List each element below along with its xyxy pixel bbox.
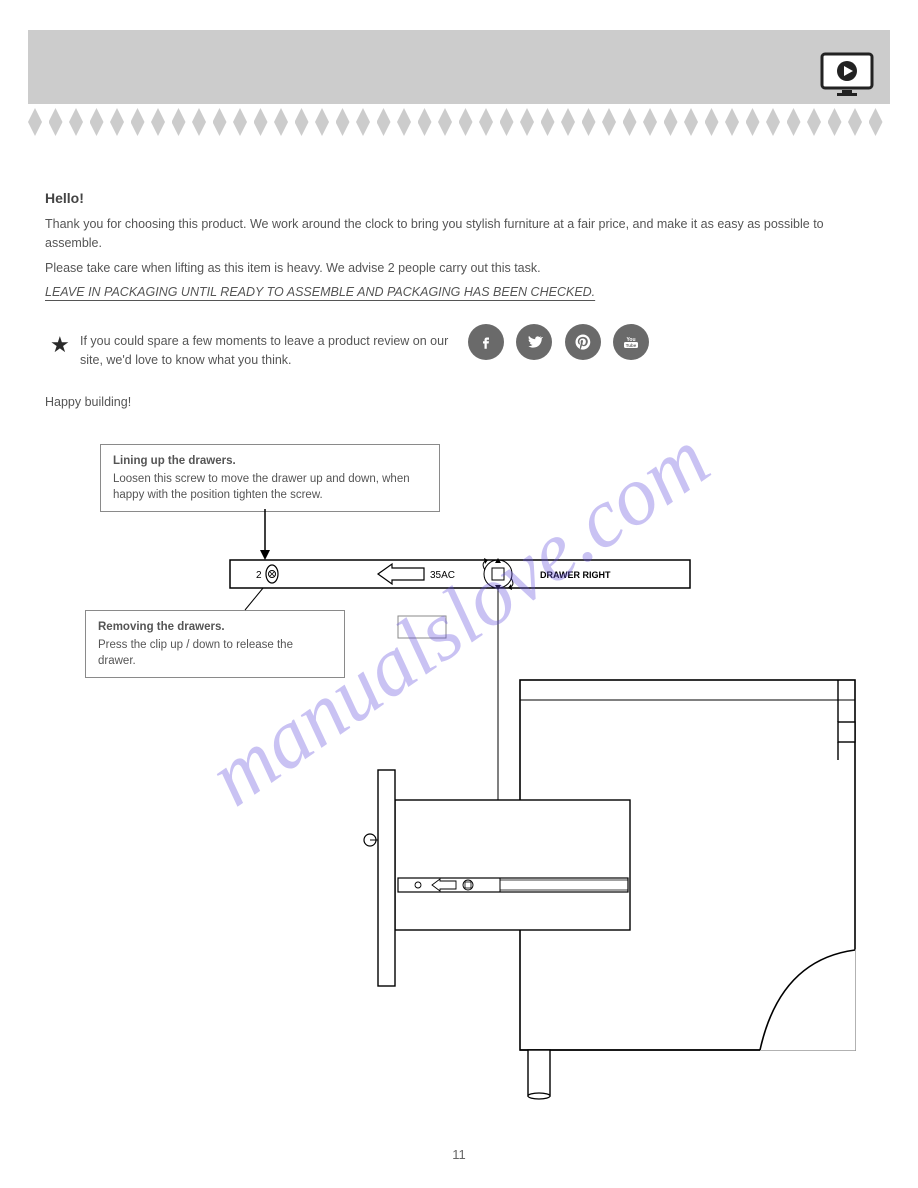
callout1-body: Loosen this screw to move the drawer up … [113,471,427,503]
youtube-icon: YouTube [613,324,649,360]
hello-heading: Hello! [45,188,865,209]
rail-label-35ac: 35AC [430,570,455,581]
star-icon: ★ [50,332,70,358]
rail-label-2: 2 [256,570,262,581]
twitter-icon [516,324,552,360]
review-request-text: If you could spare a few moments to leav… [80,332,450,370]
callout-removing-drawers: Removing the drawers. Press the clip up … [85,610,345,678]
callout1-title: Lining up the drawers. [113,453,427,469]
header-banner [28,30,890,104]
drawer-rail-detail: 2 35AC DRAWER RIGHT [230,558,690,590]
assembly-diagram: 2 35AC DRAWER RIGHT [0,0,918,1188]
rail-label-drawer-right: DRAWER RIGHT [540,570,611,580]
intro-line1: Thank you for choosing this product. We … [45,215,865,253]
page-number: 11 [0,1147,918,1162]
pinterest-icon [565,324,601,360]
intro-line2: Please take care when lifting as this it… [45,259,865,278]
cabinet-diagram [364,680,855,1099]
callout-lining-up-drawers: Lining up the drawers. Loosen this screw… [100,444,440,512]
callout2-body: Press the clip up / down to release the … [98,637,332,669]
leave-in-packaging-note: LEAVE IN PACKAGING UNTIL READY TO ASSEMB… [45,283,865,302]
social-icons-row: YouTube [468,324,657,360]
video-tv-icon [820,52,874,103]
facebook-icon [468,324,504,360]
intro-text-block: Hello! Thank you for choosing this produ… [45,188,865,302]
callout2-title: Removing the drawers. [98,619,332,635]
diamond-decorative-row [28,108,890,136]
svg-text:Tube: Tube [626,343,637,348]
happy-building-text: Happy building! [45,395,131,409]
